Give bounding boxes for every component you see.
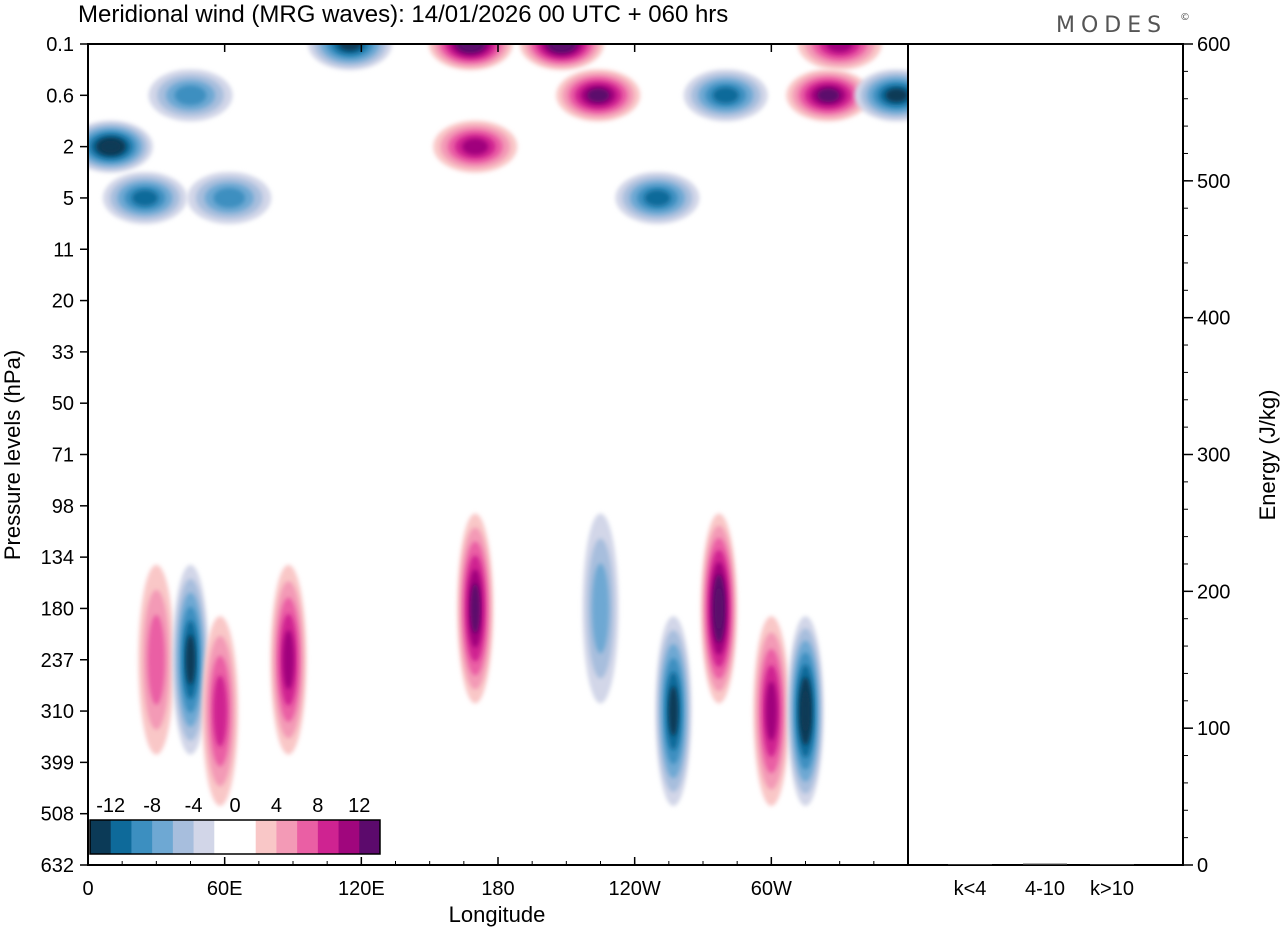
- x-tick-label: 180: [481, 878, 514, 900]
- colorbar-swatch: [110, 820, 132, 854]
- energy-panel-frame: [907, 43, 1184, 866]
- colorbar-swatch: [338, 820, 360, 854]
- y-tick-label: 5: [63, 188, 74, 210]
- colorbar-label: 0: [229, 795, 240, 817]
- y-axis-energy: 0 100 200 300 400 500 600: [1183, 34, 1230, 877]
- contour-feature: [714, 586, 724, 631]
- contour-feature: [712, 87, 739, 104]
- y-tick-label: 134: [41, 547, 74, 569]
- energy-tick-label: 200: [1197, 581, 1230, 603]
- energy-tick-label: 100: [1197, 718, 1230, 740]
- colorbar-swatch: [90, 820, 112, 854]
- contour-feature: [826, 44, 853, 53]
- y-tick-label: 508: [41, 804, 74, 826]
- energy-tick-label: 500: [1197, 171, 1230, 193]
- y-tick-label: 71: [52, 445, 74, 467]
- contour-feature: [147, 614, 165, 705]
- contour-feature: [765, 681, 777, 741]
- energy-tick-label: 0: [1197, 855, 1208, 877]
- contour-feature: [552, 44, 572, 50]
- colorbar-swatch: [131, 820, 153, 854]
- energy-category-label: 4-10: [1025, 878, 1065, 900]
- colorbar-label: 8: [312, 795, 323, 817]
- colorbar-swatch: [214, 820, 236, 854]
- contour-feature: [668, 685, 679, 737]
- y-tick-label: 399: [41, 752, 74, 774]
- contour-feature: [592, 563, 609, 654]
- contour-feature: [885, 88, 908, 103]
- energy-bars: k<4 4-10 k>10: [948, 863, 1134, 900]
- y-tick-label: 20: [52, 291, 74, 313]
- contour-feature: [131, 189, 158, 207]
- contour-feature: [338, 44, 362, 51]
- contour-feature: [470, 583, 481, 634]
- contour-feature: [460, 44, 481, 50]
- y-tick-label: 33: [52, 342, 74, 364]
- x-tick-label: 120E: [338, 878, 385, 900]
- energy-tick-label: 600: [1197, 34, 1230, 56]
- contour-feature: [282, 630, 295, 690]
- colorbar-label: 4: [271, 795, 282, 817]
- brand-logo: MODES: [1056, 13, 1167, 38]
- colorbar: -12 -8 -4 0 4 8 12: [89, 795, 381, 855]
- contour-feature: [101, 140, 121, 153]
- y-tick-label: 98: [52, 496, 74, 518]
- contour-field: [88, 44, 908, 807]
- y-tick-label: 180: [41, 598, 74, 620]
- contour-feature: [801, 689, 810, 733]
- contour-feature: [213, 188, 246, 208]
- contour-feature: [817, 88, 840, 103]
- colorbar-swatch: [297, 820, 319, 854]
- x-axis: 0 60E 120E 180 120W 60W: [82, 44, 909, 900]
- y-tick-label: 50: [52, 393, 74, 415]
- contour-feature: [213, 675, 227, 747]
- energy-tick-label: 300: [1197, 445, 1230, 467]
- colorbar-swatch: [276, 820, 298, 854]
- energy-bar: [948, 864, 992, 865]
- y-tick-label: 11: [53, 239, 74, 261]
- x-tick-label: 60W: [751, 878, 792, 900]
- brand-mark: ©: [1180, 12, 1190, 23]
- colorbar-label: -12: [96, 795, 125, 817]
- y-tick-label: 632: [41, 855, 74, 877]
- x-tick-label: 0: [82, 878, 93, 900]
- contour-feature: [185, 634, 196, 685]
- colorbar-swatch: [172, 820, 195, 854]
- x-tick-label: 60E: [207, 878, 243, 900]
- x-axis-label: Longitude: [449, 902, 546, 927]
- colorbar-swatch: [235, 820, 257, 854]
- contour-feature: [587, 88, 610, 103]
- energy-bar: [1090, 864, 1134, 865]
- colorbar-label: 12: [348, 795, 370, 817]
- colorbar-swatch: [317, 820, 340, 854]
- y-tick-label: 310: [41, 701, 74, 723]
- y-tick-label: 2: [63, 137, 74, 159]
- colorbar-swatch: [359, 820, 381, 854]
- chart-title: Meridional wind (MRG waves): 14/01/2026 …: [78, 1, 728, 28]
- y-tick-label: 0.1: [46, 34, 74, 56]
- colorbar-swatch: [255, 820, 277, 854]
- energy-category-label: k<4: [954, 878, 987, 900]
- colorbar-frame: [89, 819, 381, 855]
- contour-feature: [174, 85, 207, 106]
- energy-tick-label: 400: [1197, 308, 1230, 330]
- contour-feature: [462, 138, 489, 155]
- x-tick-label: 120W: [609, 878, 661, 900]
- y-tick-label: 0.6: [46, 85, 74, 107]
- colorbar-swatch: [152, 820, 174, 854]
- contour-feature: [644, 189, 671, 207]
- colorbar-swatch: [193, 820, 215, 854]
- y-axis-pressure: 0.1 0.6 2 5 11 20 33 50 71 98 134 180 237 310 399 508 63…: [41, 34, 88, 877]
- y-tick-label: 237: [41, 650, 74, 672]
- colorbar-label: -4: [185, 795, 203, 817]
- y-axis-label: Pressure levels (hPa): [0, 350, 25, 560]
- colorbar-label: -8: [143, 795, 161, 817]
- energy-bar: [1023, 863, 1067, 865]
- energy-category-label: k>10: [1090, 878, 1134, 900]
- energy-axis-label: Energy (J/kg): [1255, 390, 1280, 521]
